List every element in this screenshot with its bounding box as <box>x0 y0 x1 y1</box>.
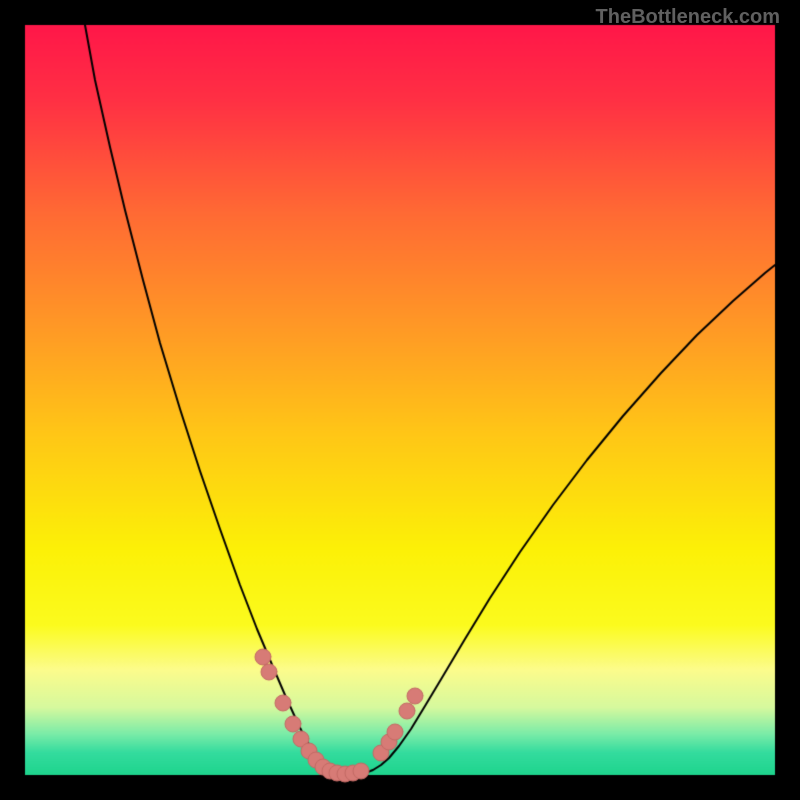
outer-black-frame <box>0 0 800 800</box>
watermark-text: TheBottleneck.com <box>596 6 780 29</box>
bottleneck-chart <box>0 0 800 800</box>
